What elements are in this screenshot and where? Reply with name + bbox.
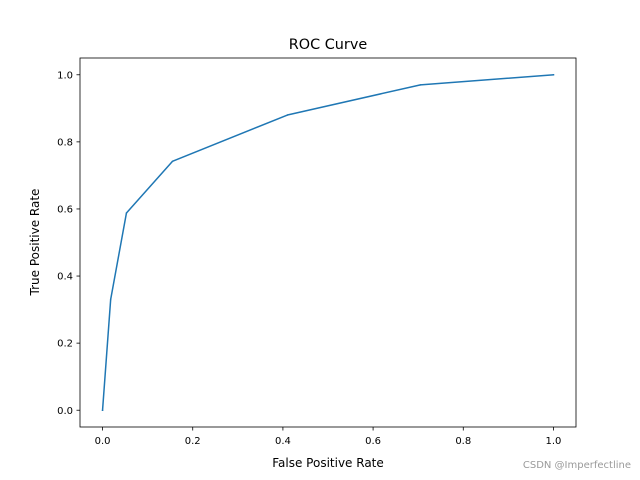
watermark-text: CSDN @Imperfectline bbox=[522, 460, 631, 471]
roc-data-point bbox=[101, 409, 104, 411]
y-tick-label: 0.8 bbox=[57, 137, 73, 148]
x-tick-label: 0.6 bbox=[365, 436, 381, 447]
x-tick-label: 0.8 bbox=[455, 436, 471, 447]
y-tick-label: 0.6 bbox=[57, 205, 73, 216]
y-tick-label: 1.0 bbox=[57, 70, 73, 81]
chart-title: ROC Curve bbox=[289, 37, 368, 53]
x-tick-label: 1.0 bbox=[546, 436, 562, 447]
roc-data-point bbox=[286, 114, 289, 116]
y-tick-label: 0.0 bbox=[57, 406, 73, 417]
x-tick-label: 0.4 bbox=[275, 436, 291, 447]
x-tick-label: 0.0 bbox=[95, 436, 111, 447]
roc-data-point bbox=[171, 160, 174, 163]
plot-area: 0.0 0.2 0.4 0.6 0.8 1.0 0.0 0.2 0.4 0.6 0.8 1.0 bbox=[57, 57, 577, 447]
y-axis-label: True Positive Rate bbox=[28, 189, 42, 297]
roc-data-point bbox=[109, 298, 112, 301]
roc-series-line bbox=[101, 73, 555, 412]
x-tick-label: 0.2 bbox=[185, 436, 201, 447]
y-tick-label: 0.2 bbox=[57, 339, 73, 350]
y-tick-label: 0.4 bbox=[57, 272, 73, 283]
roc-data-point bbox=[125, 212, 128, 214]
axes-frame bbox=[79, 57, 577, 428]
roc-data-point bbox=[552, 74, 555, 76]
roc-data-point bbox=[419, 84, 422, 86]
x-axis-label: False Positive Rate bbox=[272, 456, 384, 470]
